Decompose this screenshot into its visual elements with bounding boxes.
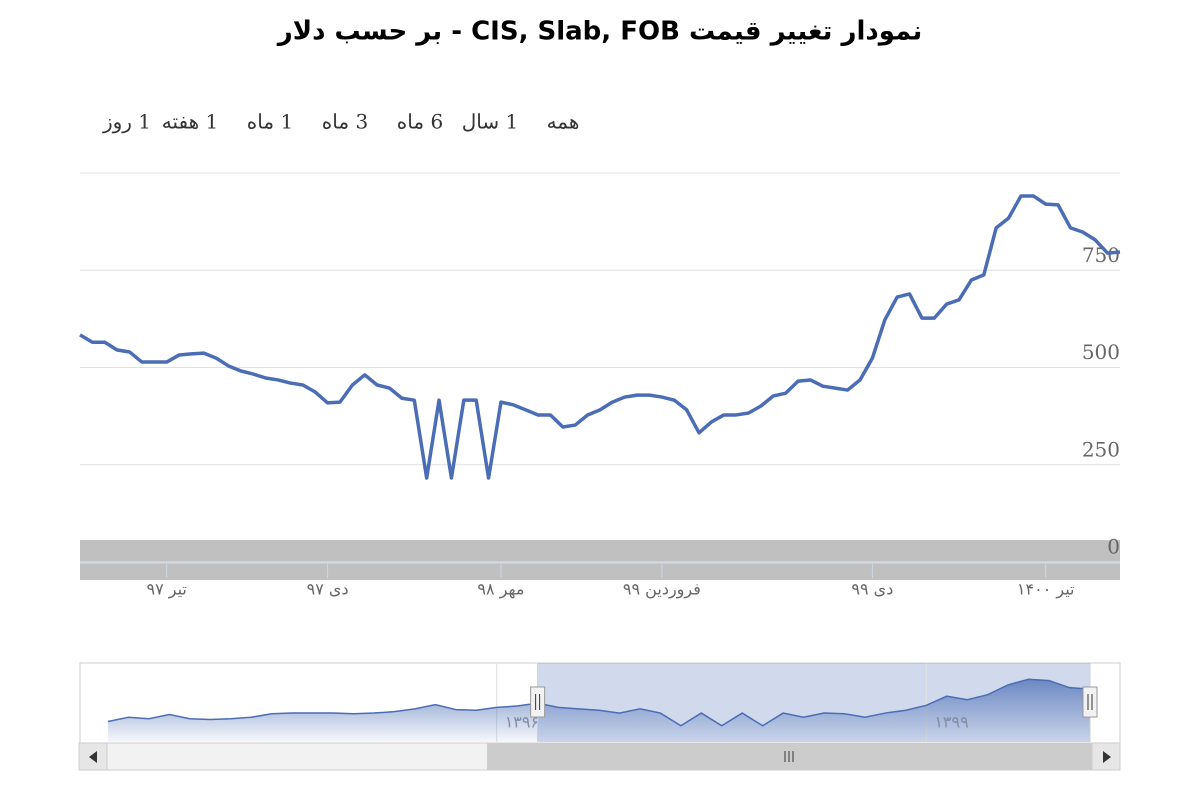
y-tick-label: 500 bbox=[1082, 340, 1120, 364]
arrow bbox=[89, 751, 97, 763]
range-button[interactable]: 1 ماه bbox=[247, 110, 293, 134]
range-button[interactable]: 1 سال bbox=[462, 110, 518, 134]
x-tick-label: فروردین ۹۹ bbox=[623, 580, 701, 600]
x-tick-label: دی ۹۷ bbox=[307, 580, 349, 599]
y-tick-label: 0 bbox=[1107, 535, 1120, 559]
navigator-line bbox=[107, 678, 1091, 727]
x-tick-label: مهر ۹۸ bbox=[477, 580, 524, 600]
range-button[interactable]: 6 ماه bbox=[397, 110, 443, 134]
x-tick-label: دی ۹۹ bbox=[851, 580, 893, 599]
grip bbox=[784, 751, 794, 762]
range-button[interactable]: 1 روز bbox=[102, 110, 151, 134]
navigator-handle[interactable] bbox=[1082, 686, 1098, 718]
band bbox=[80, 540, 1120, 580]
range-button[interactable]: 1 هفته bbox=[162, 110, 219, 134]
range-button[interactable]: 3 ماه bbox=[322, 110, 368, 134]
series-line bbox=[79, 194, 1121, 480]
range-button[interactable]: همه bbox=[547, 110, 580, 134]
navigator-handle[interactable] bbox=[530, 686, 546, 718]
y-tick-label: 250 bbox=[1082, 437, 1120, 461]
arrow bbox=[1103, 751, 1111, 763]
x-tick-label: تیر ۱۴۰۰ bbox=[1017, 580, 1075, 600]
x-tick-label: تیر ۹۷ bbox=[146, 580, 186, 600]
handle-grip bbox=[1087, 694, 1093, 710]
handle-grip bbox=[535, 694, 541, 710]
scrollbar[interactable] bbox=[78, 742, 1121, 771]
chart-title: نمودار تغییر قیمت CIS, Slab, FOB - بر حس… bbox=[276, 17, 922, 47]
